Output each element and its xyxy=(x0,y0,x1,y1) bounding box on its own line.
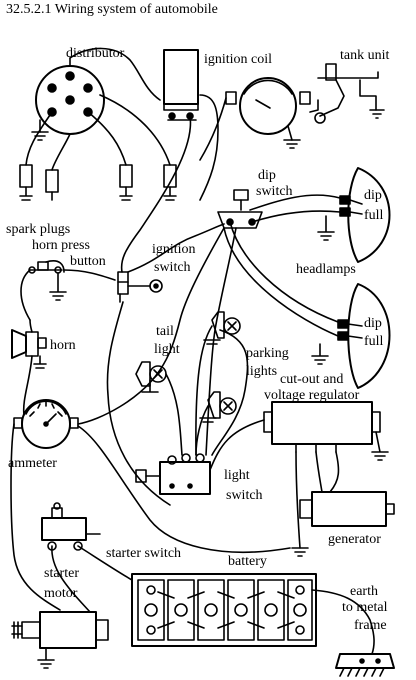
label-full-lower: full xyxy=(364,334,384,349)
label-starter-motor-line1: starter xyxy=(44,566,79,581)
ignition-coil-icon xyxy=(164,50,198,120)
label-cutout-line2: voltage regulator xyxy=(264,388,360,403)
label-horn-press-line1: horn press xyxy=(32,238,90,253)
headlamp-upper-icon xyxy=(318,168,390,262)
horn-button-icon xyxy=(29,261,66,300)
label-tank-unit: tank unit xyxy=(340,48,390,63)
label-dip-upper: dip xyxy=(364,188,382,203)
label-parking-lights-line1: parking xyxy=(246,346,289,361)
fuel-gauge-icon xyxy=(226,78,310,148)
distributor-icon xyxy=(32,58,104,140)
label-headlamps: headlamps xyxy=(296,262,356,277)
label-ammeter: ammeter xyxy=(8,456,57,471)
label-ignition-switch-line1: ignition xyxy=(152,242,196,257)
starter-motor-icon xyxy=(12,612,108,668)
voltage-regulator-icon xyxy=(264,402,388,460)
ammeter-icon xyxy=(14,400,78,448)
parking-light-upper-icon xyxy=(204,312,240,344)
label-starter-switch: starter switch xyxy=(106,546,182,561)
label-dip-switch-line1: dip xyxy=(258,168,276,183)
label-parking-lights-line2: lights xyxy=(246,364,278,379)
label-cutout-line1: cut-out and xyxy=(280,372,344,387)
label-full-upper: full xyxy=(364,208,384,223)
diagram-title: 32.5.2.1 Wiring system of automobile xyxy=(6,2,218,17)
label-starter-motor-line2: motor xyxy=(44,586,78,601)
label-horn-press-line2: button xyxy=(70,254,106,269)
label-battery: battery xyxy=(228,554,267,569)
ignition-switch-icon xyxy=(118,272,162,302)
label-earth-line3: frame xyxy=(354,618,387,633)
label-ignition-switch-line2: switch xyxy=(154,260,191,275)
starter-switch-icon xyxy=(42,503,100,550)
label-earth-line2: to metal xyxy=(342,600,388,615)
label-light-switch-line2: switch xyxy=(226,488,263,503)
label-earth-line1: earth xyxy=(350,584,378,599)
label-dip-switch-line2: switch xyxy=(256,184,293,199)
label-horn: horn xyxy=(50,338,76,353)
label-light-switch-line1: light xyxy=(224,468,250,483)
earth-frame-icon xyxy=(336,654,394,676)
horn-icon xyxy=(12,330,46,368)
label-tail-light-line2: light xyxy=(154,342,180,357)
generator-icon xyxy=(292,492,394,556)
light-switch-icon xyxy=(136,454,210,494)
battery-icon xyxy=(132,574,316,646)
spark-plugs-icon xyxy=(20,95,176,200)
label-distributor: distributor xyxy=(66,46,125,61)
label-spark-plugs: spark plugs xyxy=(6,222,71,237)
label-dip-lower: dip xyxy=(364,316,382,331)
label-tail-light-line1: tail xyxy=(156,324,174,339)
parking-light-lower-icon xyxy=(200,392,236,422)
label-ignition-coil: ignition coil xyxy=(204,52,273,67)
headlamp-lower-icon xyxy=(312,284,390,388)
tank-unit-icon xyxy=(310,64,384,123)
label-generator: generator xyxy=(328,532,381,547)
